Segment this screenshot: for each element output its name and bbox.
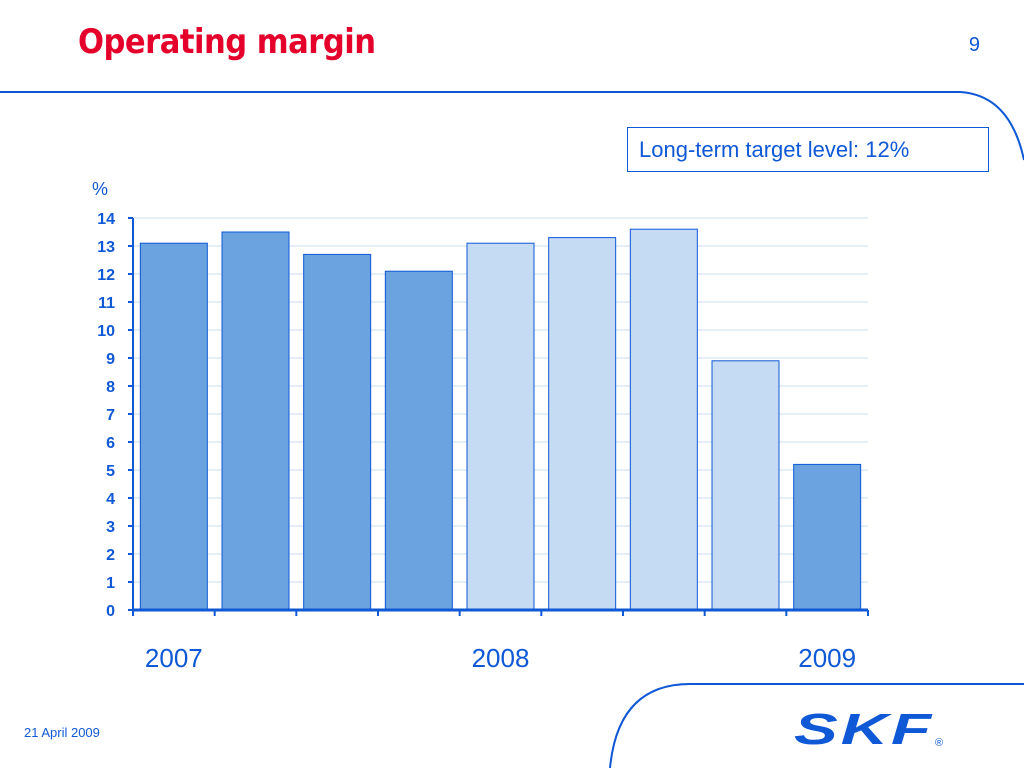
bar: [793, 463, 862, 611]
y-tick-label: 10: [97, 323, 115, 340]
y-tick-label: 9: [106, 351, 115, 368]
y-tick-label: 1: [106, 575, 115, 592]
footer-curve: [609, 683, 1024, 768]
y-tick-label: 11: [98, 295, 115, 312]
registered-mark-icon: ®: [935, 737, 943, 749]
x-year-label: 2007: [145, 643, 203, 673]
footer-date: 21 April 2009: [24, 725, 100, 740]
header-rule: [0, 91, 1024, 161]
chart-x-labels: 2007 2008 2009: [145, 643, 856, 673]
bar: [139, 242, 208, 611]
bar: [221, 231, 290, 611]
y-tick-label: 5: [106, 463, 115, 480]
slide-title: Operating margin: [78, 22, 376, 62]
y-tick-label: 3: [106, 519, 115, 536]
y-tick-label: 12: [97, 267, 115, 284]
y-tick-label: 8: [106, 379, 115, 396]
bar: [466, 242, 535, 611]
x-year-label: 2009: [798, 643, 856, 673]
skf-logo: SKF ®: [794, 708, 943, 750]
target-level-text: Long-term target level: 12%: [639, 136, 910, 162]
y-tick-label: 0: [106, 603, 115, 620]
target-level-box: Long-term target level: 12%: [627, 127, 989, 172]
page-number: 9: [968, 34, 980, 56]
y-tick-label: 14: [97, 211, 115, 228]
bar: [303, 253, 372, 611]
y-axis-unit-label: %: [92, 179, 108, 199]
bar: [384, 270, 453, 611]
bar: [629, 228, 698, 611]
y-tick-label: 13: [97, 239, 115, 256]
y-tick-label: 4: [106, 491, 115, 508]
chart-bars: [139, 228, 862, 611]
y-tick-label: 2: [106, 547, 115, 564]
y-tick-label: 6: [106, 435, 115, 452]
bar: [711, 360, 780, 611]
bar: [548, 237, 617, 611]
x-year-label: 2008: [472, 643, 530, 673]
chart-axes: [128, 217, 869, 616]
y-tick-label: 7: [106, 407, 115, 424]
skf-logo-text: SKF: [794, 708, 934, 750]
